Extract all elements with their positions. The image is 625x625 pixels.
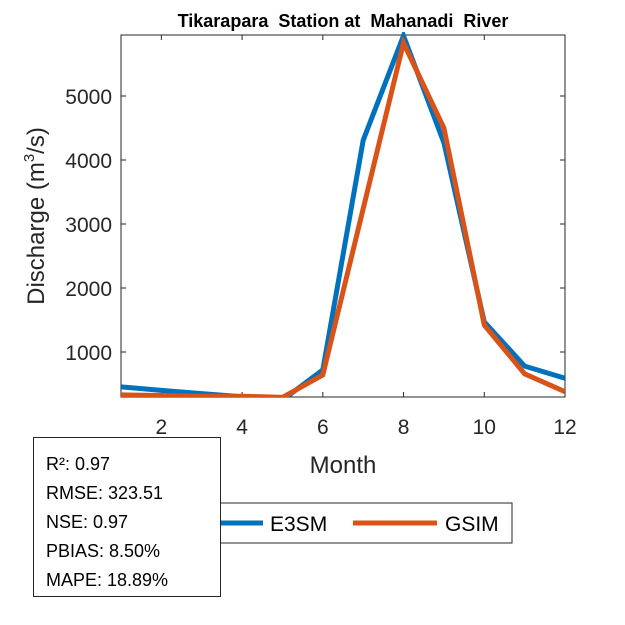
x-tick-label: 4 — [236, 416, 248, 439]
metric-rmse: RMSE: 323.51 — [46, 483, 164, 503]
series-line-gsim — [121, 35, 565, 397]
y-axis-label-tail: /s) — [23, 127, 50, 154]
x-axis: 2 4 6 8 10 12 — [156, 35, 577, 439]
metric-mape: MAPE: 18.89% — [46, 570, 169, 590]
metric-nse: NSE: 0.97 — [46, 512, 129, 532]
y-axis-label-base: Discharge (m — [23, 162, 50, 305]
x-tick-label: 2 — [156, 416, 168, 439]
y-tick-label: 2000 — [65, 278, 112, 301]
x-tick-label: 6 — [317, 416, 329, 439]
y-tick-label: 4000 — [65, 150, 112, 173]
y-tick-label: 3000 — [65, 214, 112, 237]
y-axis-label-sup: 3 — [21, 154, 38, 162]
metric-pbias: PBIAS: 8.50% — [46, 541, 161, 561]
x-tick-label: 10 — [473, 416, 496, 439]
chart-title: Tikarapara Station at Mahanadi River — [178, 11, 509, 31]
series-line-e3sm — [121, 32, 565, 397]
y-tick-label: 1000 — [65, 342, 112, 365]
legend-label-e3sm: E3SM — [270, 513, 327, 536]
metrics-annotation-box: R²: 0.97 RMSE: 323.51 NSE: 0.97 PBIAS: 8… — [33, 437, 221, 597]
x-axis-label: Month — [310, 452, 377, 479]
legend-label-gsim: GSIM — [445, 513, 499, 536]
metric-r-squared: R²: 0.97 — [46, 454, 111, 474]
y-axis-label: Discharge (m3/s) — [21, 127, 50, 305]
x-tick-label: 12 — [553, 416, 576, 439]
series-lines — [121, 32, 565, 397]
x-tick-label: 8 — [398, 416, 410, 439]
legend: E3SM GSIM — [179, 502, 513, 544]
y-axis: 1000 2000 3000 4000 5000 — [65, 86, 565, 365]
y-tick-label: 5000 — [65, 86, 112, 109]
